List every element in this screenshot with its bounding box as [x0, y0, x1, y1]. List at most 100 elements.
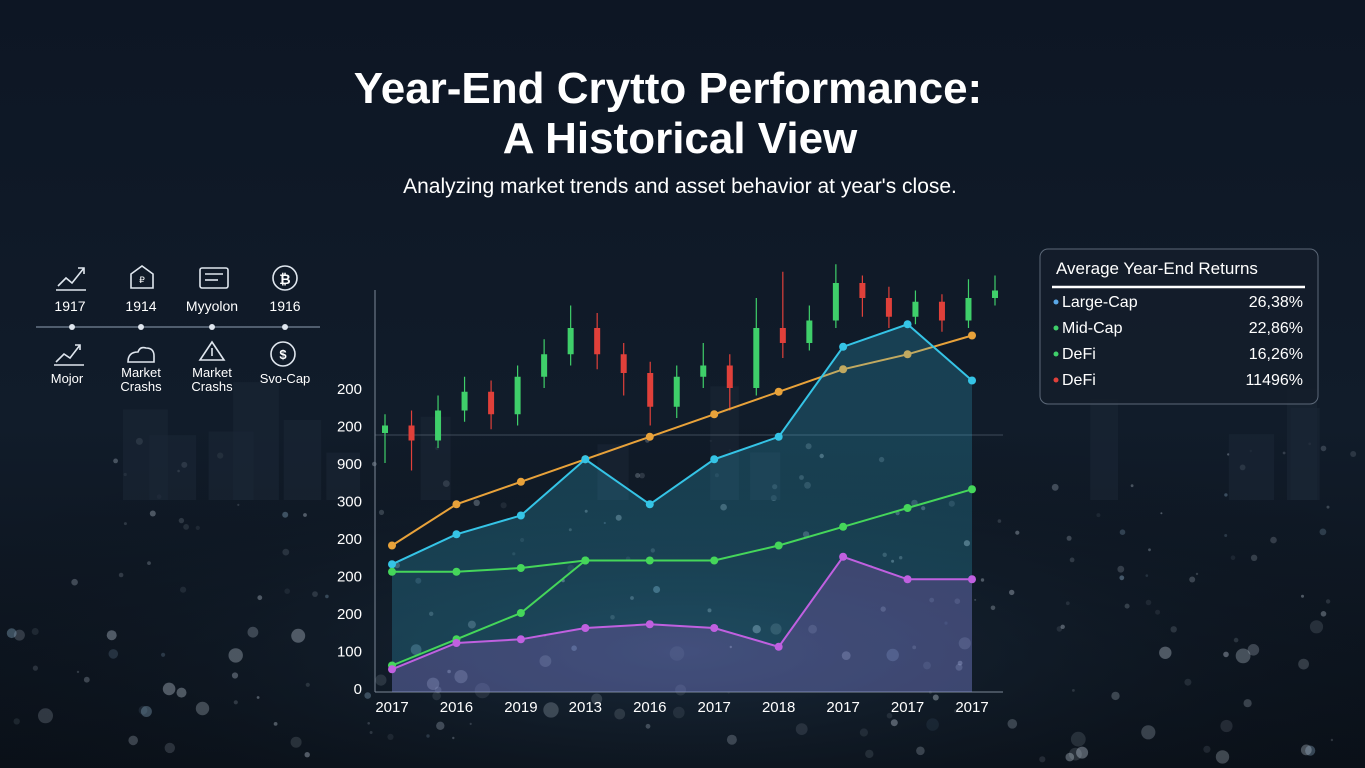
bokeh-light: [1215, 750, 1230, 764]
bokeh-light: [997, 519, 1002, 523]
bokeh-light: [1320, 611, 1327, 617]
bokeh-light: [673, 706, 685, 719]
bokeh-light: [974, 598, 977, 601]
bokeh-light: [675, 684, 687, 696]
series-point: [839, 552, 848, 561]
bokeh-light: [1130, 484, 1134, 488]
bokeh-light: [312, 591, 318, 597]
bokeh-light: [1119, 575, 1125, 581]
bokeh-light: [1309, 620, 1324, 634]
bokeh-light: [1160, 512, 1163, 515]
bokeh-light: [752, 625, 761, 634]
bokeh-light: [426, 734, 430, 738]
legend-dot: [1053, 299, 1059, 305]
y-tick-label: 100: [337, 644, 362, 661]
bokeh-light: [1247, 644, 1260, 656]
bokeh-light: [645, 723, 651, 729]
bokeh-light: [948, 500, 955, 507]
bokeh-light: [859, 728, 869, 737]
bokeh-light: [367, 722, 371, 725]
bokeh-light: [38, 708, 53, 724]
candle-body: [726, 365, 733, 388]
row-value: 11496%: [1245, 372, 1303, 389]
bokeh-light: [447, 669, 451, 674]
candle-body: [938, 301, 945, 321]
candle-body: [912, 301, 919, 317]
bokeh-light: [257, 595, 263, 601]
x-tick-label: 2017: [955, 699, 988, 716]
title-line: Year-End Crytto Performance:: [354, 64, 982, 113]
bokeh-light: [106, 630, 117, 641]
bokeh-light: [886, 648, 899, 662]
bokeh-light: [467, 620, 476, 629]
bokeh-light: [415, 577, 422, 584]
bokeh-light: [1170, 626, 1177, 633]
series-point: [968, 485, 976, 494]
bokeh-light: [164, 742, 175, 754]
y-tick-label: 0: [354, 681, 362, 698]
bokeh-light: [886, 712, 893, 719]
bokeh-light: [1224, 493, 1228, 497]
bokeh-light: [520, 537, 525, 543]
building: [283, 420, 322, 500]
series-point: [710, 455, 719, 464]
timeline-label: Crashs: [120, 379, 162, 394]
timeline-label: 1914: [125, 298, 156, 314]
bokeh-light: [926, 718, 939, 731]
bokeh-light: [195, 525, 200, 531]
bokeh-light: [1070, 731, 1086, 747]
bokeh-light: [1250, 554, 1258, 561]
bokeh-light: [955, 663, 963, 671]
bokeh-light: [610, 615, 615, 620]
series-point: [388, 541, 396, 550]
bokeh-light: [178, 517, 185, 524]
bokeh-light: [291, 628, 306, 643]
bokeh-light: [452, 736, 455, 740]
x-tick-label: 2016: [633, 699, 666, 716]
bokeh-light: [630, 596, 634, 600]
bokeh-light: [32, 665, 39, 671]
bokeh-light: [669, 646, 685, 661]
bokeh-light: [1155, 609, 1161, 615]
series-point: [839, 522, 848, 531]
series-point: [968, 575, 976, 584]
bokeh-light: [13, 718, 20, 725]
bokeh-light: [954, 598, 961, 604]
series-line: [391, 323, 973, 566]
bokeh-light: [512, 552, 516, 556]
bokeh-light: [76, 670, 80, 674]
bokeh-light: [805, 443, 812, 450]
bokeh-light: [1326, 505, 1330, 509]
bokeh-light: [1233, 637, 1239, 643]
building: [1090, 399, 1118, 500]
bokeh-light: [568, 528, 572, 532]
series-point: [774, 387, 783, 396]
x-tick-label: 2013: [569, 699, 602, 716]
candle-body: [488, 391, 495, 415]
row-label: DeFi: [1062, 372, 1096, 389]
candle-body: [779, 328, 786, 343]
bokeh-light: [247, 626, 259, 638]
bokeh-light: [364, 692, 372, 699]
timeline-label: 1916: [269, 298, 300, 314]
svg-text:₽: ₽: [139, 275, 145, 285]
series-point: [388, 665, 396, 674]
candle-body: [435, 410, 442, 441]
bokeh-light: [1330, 738, 1334, 742]
bokeh-light: [921, 506, 926, 511]
bokeh-light: [183, 524, 190, 530]
series-line: [391, 559, 586, 667]
bokeh-light: [378, 509, 385, 515]
series-point: [903, 504, 912, 512]
chart: 200 200 900 300 200 200 200 100 0 2017 2016 2019 201…: [337, 264, 1003, 716]
series-point: [516, 635, 525, 644]
series-point: [452, 567, 461, 576]
bokeh-light: [1305, 745, 1316, 756]
bokeh-light: [1320, 445, 1327, 452]
bokeh-light: [304, 752, 310, 758]
bokeh-light: [1301, 594, 1304, 598]
bokeh-light: [603, 521, 606, 525]
candle-body: [753, 328, 760, 388]
series-point: [903, 575, 912, 584]
bokeh-light: [891, 559, 895, 563]
